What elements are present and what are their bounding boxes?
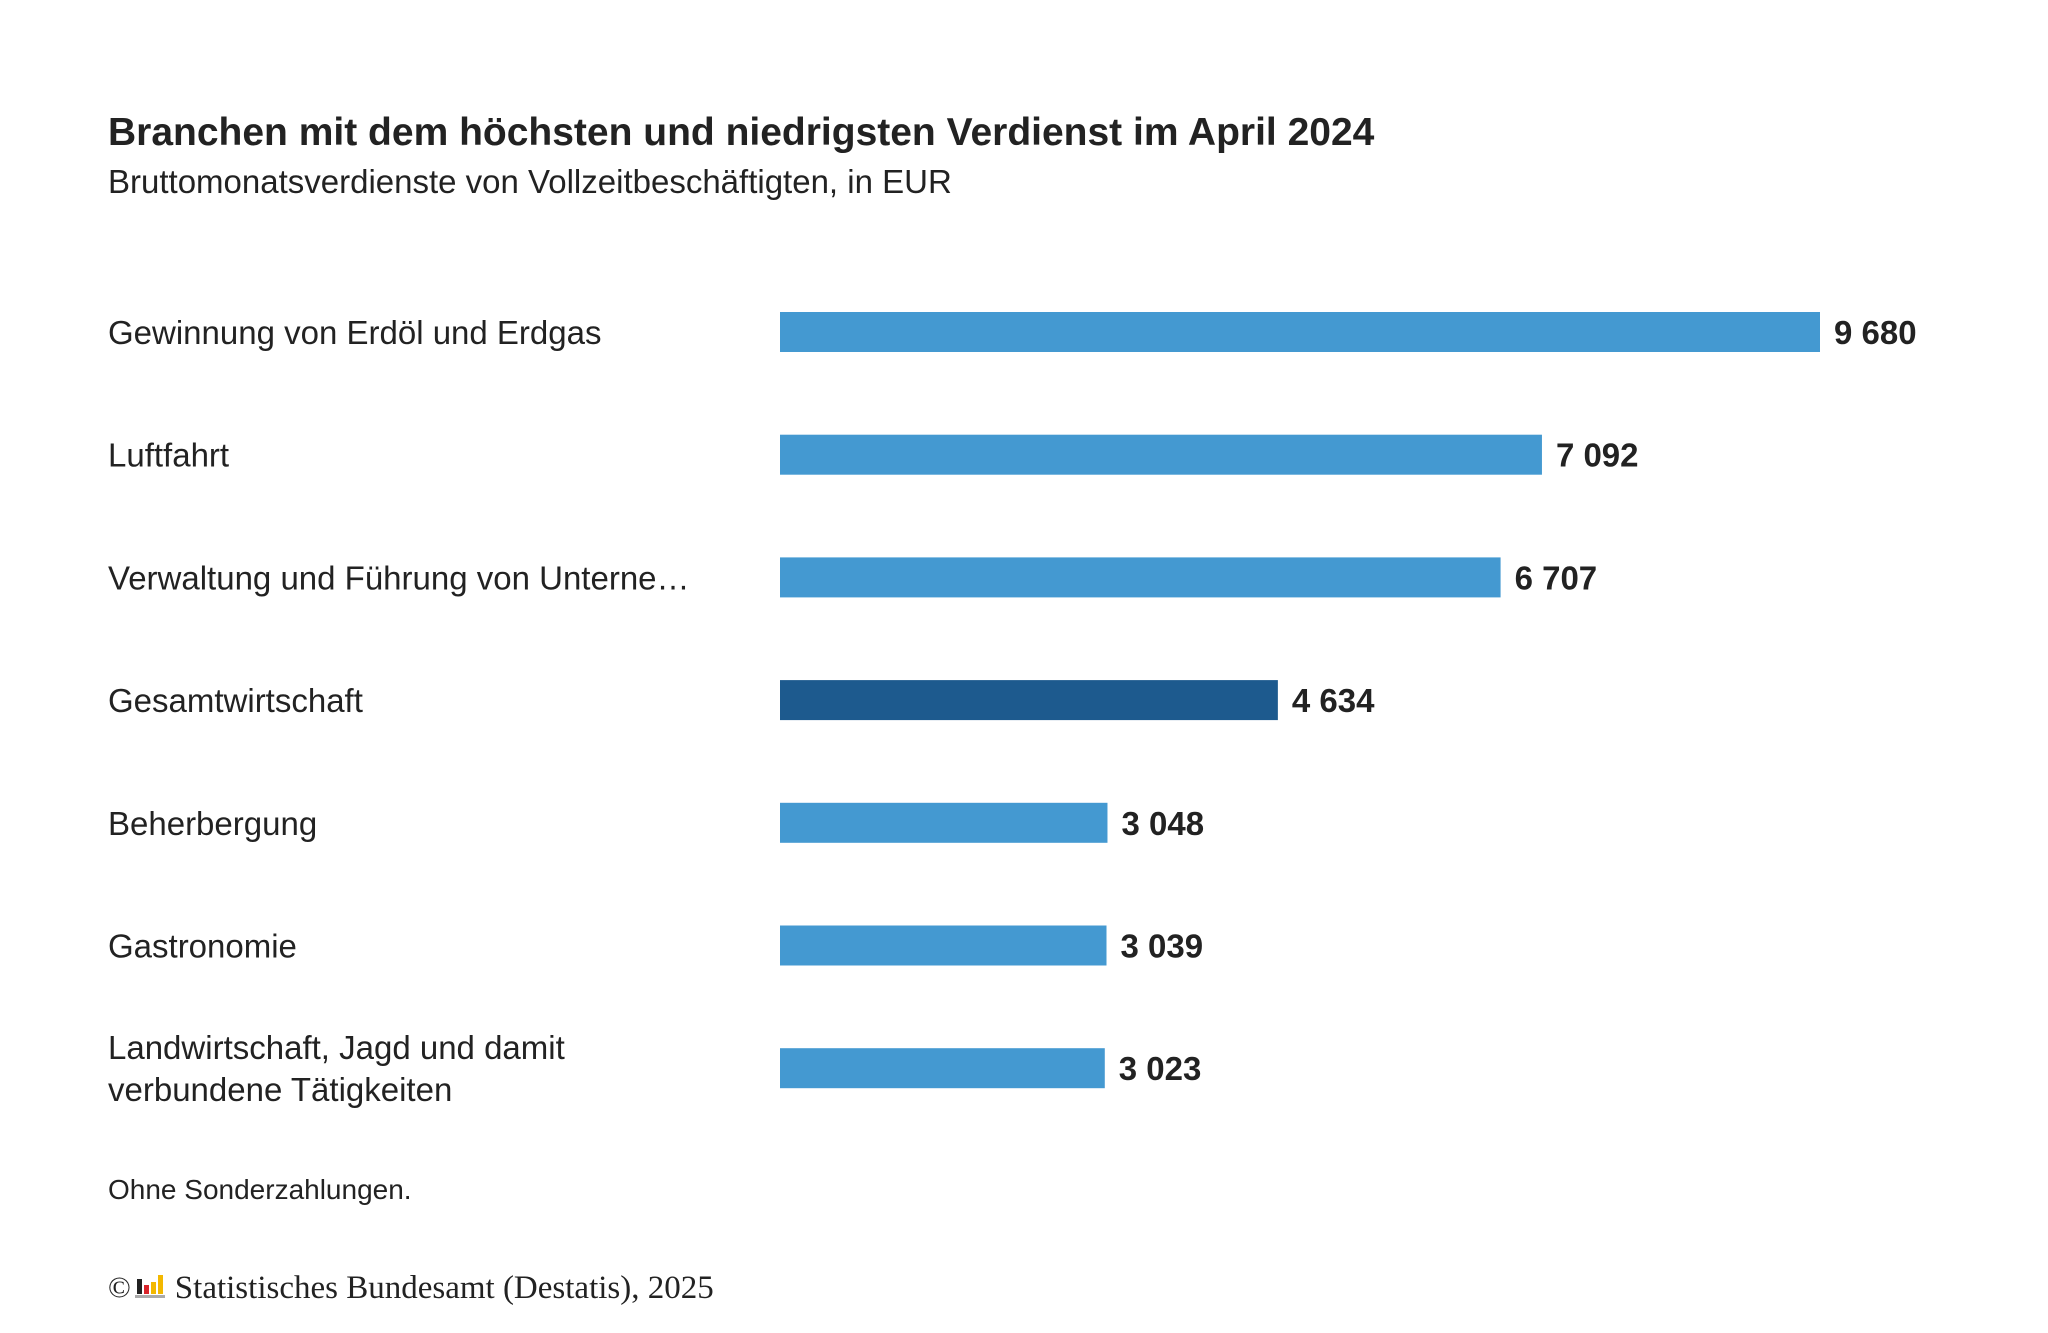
value-label: 7 092: [1556, 437, 1639, 474]
source-credit: © Statistisches Bundesamt (Destatis), 20…: [108, 1268, 714, 1308]
category-label-line: Beherbergung: [108, 805, 317, 842]
value-label: 3 023: [1119, 1050, 1202, 1087]
bar: [780, 312, 1820, 352]
value-label: 4 634: [1292, 682, 1375, 719]
category-label: Verwaltung und Führung von Unterne…: [108, 559, 690, 596]
value-label: 9 680: [1834, 314, 1917, 351]
footnote: Ohne Sonderzahlungen.: [108, 1174, 412, 1205]
category-label: Gewinnung von Erdöl und Erdgas: [108, 314, 602, 351]
bar: [780, 1048, 1105, 1089]
category-label: Beherbergung: [108, 805, 317, 842]
category-label: Luftfahrt: [108, 437, 229, 474]
category-label-line: verbundene Tätigkeiten: [108, 1071, 452, 1108]
category-label-line: Luftfahrt: [108, 437, 229, 474]
destatis-logo-icon: [134, 1273, 165, 1299]
bar: [780, 434, 1542, 475]
chart-subtitle: Bruttomonatsverdienste von Vollzeitbesch…: [108, 163, 952, 200]
value-label: 3 048: [1121, 805, 1204, 842]
source-text: Statistisches Bundesamt (Destatis), 2025: [174, 1270, 714, 1306]
category-label-line: Gewinnung von Erdöl und Erdgas: [108, 314, 602, 351]
bar: [780, 802, 1108, 843]
category-label-line: Verwaltung und Führung von Unterne…: [108, 559, 690, 596]
category-label-line: Landwirtschaft, Jagd und damit: [108, 1029, 565, 1066]
category-label: Landwirtschaft, Jagd und damit verbundene…: [108, 1029, 565, 1108]
category-label-line: Gastronomie: [108, 928, 297, 965]
bar: [780, 680, 1278, 721]
bar: [780, 557, 1501, 598]
bar: [780, 925, 1107, 966]
category-label: Gastronomie: [108, 928, 297, 965]
category-label: Gesamtwirtschaft: [108, 682, 363, 719]
value-label: 3 039: [1121, 928, 1204, 965]
copyright-symbol: ©: [108, 1271, 131, 1304]
value-label: 6 707: [1515, 559, 1598, 596]
category-label-line: Gesamtwirtschaft: [108, 682, 363, 719]
chart-title: Branchen mit dem höchsten und niedrigste…: [108, 111, 1375, 154]
